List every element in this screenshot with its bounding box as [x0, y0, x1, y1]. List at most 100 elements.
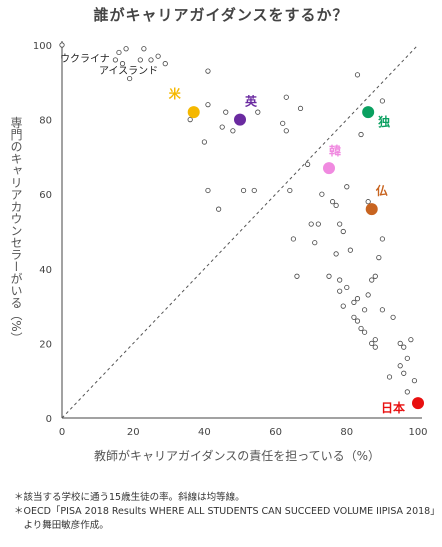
data-point	[223, 109, 229, 115]
data-point	[408, 337, 414, 343]
data-point	[219, 124, 225, 130]
data-point	[379, 236, 385, 242]
data-point	[344, 184, 350, 190]
data-point	[116, 49, 122, 56]
x-tick-label: 20	[127, 427, 140, 438]
data-point	[351, 314, 357, 320]
data-point	[354, 296, 361, 302]
data-point	[397, 363, 403, 369]
highlight-label: 独	[377, 114, 390, 129]
data-point	[372, 344, 378, 350]
data-point	[137, 57, 143, 63]
data-point	[365, 199, 371, 205]
chart-title: 誰がキャリアガイダンスをするか？	[93, 6, 349, 24]
data-point	[255, 109, 261, 115]
data-point	[123, 46, 129, 52]
x-tick-label: 80	[340, 427, 353, 438]
data-point	[283, 94, 289, 100]
data-point	[187, 117, 193, 123]
data-point	[401, 370, 407, 376]
x-tick-label: 0	[59, 427, 65, 438]
highlight-point	[323, 162, 335, 175]
data-point	[358, 325, 364, 332]
data-point	[401, 344, 407, 350]
highlight-point	[187, 106, 200, 119]
data-point	[162, 61, 168, 67]
x-tick-label: 60	[269, 427, 282, 438]
y-tick-label: 0	[46, 414, 52, 425]
x-tick-label: 100	[408, 427, 427, 438]
data-point	[294, 273, 300, 279]
highlight-point	[362, 106, 375, 119]
data-point	[155, 53, 161, 59]
y-tick-label: 80	[39, 116, 52, 127]
data-point	[283, 128, 289, 134]
data-point	[251, 187, 257, 194]
data-point	[379, 307, 385, 313]
data-point	[326, 273, 332, 279]
data-point	[354, 318, 361, 324]
data-point	[337, 221, 343, 227]
data-point	[337, 277, 343, 283]
data-point	[216, 206, 222, 212]
data-point	[404, 389, 410, 395]
data-point	[308, 221, 314, 227]
data-point	[344, 284, 350, 291]
footnote-3: より舞田敏彦作成。	[14, 520, 109, 531]
data-point	[404, 355, 410, 361]
data-point	[112, 57, 119, 63]
footnotes: ＊該当する学校に通う15歳生徒の率。斜線は均等線。 ＊OECD「PISA 201…	[14, 491, 440, 533]
data-point	[329, 199, 336, 205]
data-point	[287, 187, 293, 194]
data-point	[280, 120, 286, 126]
data-point	[230, 128, 236, 134]
data-point	[390, 314, 396, 320]
data-point	[333, 202, 339, 208]
highlight-label: 日本	[381, 400, 405, 415]
plot-area: 0 20 40 60 80 100 0 20 40 60 80 100 ウクライナアイスランド米英独韓仏…	[33, 41, 428, 438]
data-point	[315, 221, 321, 227]
data-point	[386, 374, 393, 380]
y-tick-label: 100	[33, 41, 52, 52]
data-point	[361, 329, 368, 335]
y-tick-label: 60	[39, 190, 52, 201]
data-point	[119, 61, 126, 67]
highlight-label: 韓	[329, 143, 341, 158]
highlight-label: 仏	[376, 184, 388, 198]
data-point	[319, 191, 325, 197]
footnote-1: ＊該当する学校に通う15歳生徒の率。斜線は均等線。	[14, 492, 245, 503]
highlight-point	[234, 113, 246, 126]
data-point	[333, 251, 339, 257]
y-axis-label-group: 専門のキャリアカウンセラーがいる（%）	[9, 116, 23, 344]
data-point	[361, 307, 368, 313]
data-point	[376, 255, 382, 261]
data-point	[369, 340, 375, 346]
data-point	[205, 187, 211, 194]
data-point	[358, 131, 364, 138]
highlight-label: 米	[169, 86, 182, 101]
data-point	[205, 68, 211, 74]
data-point	[297, 105, 304, 112]
data-point	[354, 72, 361, 78]
data-point	[312, 240, 318, 246]
data-point	[340, 303, 346, 309]
y-axis-label: 専門のキャリアカウンセラーがいる（%）	[9, 116, 23, 344]
y-tick-label: 40	[39, 265, 52, 276]
data-point	[372, 337, 378, 343]
data-point	[340, 228, 346, 235]
data-point	[365, 292, 371, 298]
y-tick-label: 20	[39, 339, 52, 350]
data-point	[397, 340, 403, 346]
data-point	[305, 161, 311, 167]
data-point	[347, 247, 353, 253]
data-point	[127, 75, 133, 82]
data-point	[369, 277, 375, 283]
data-point	[411, 378, 418, 384]
data-point	[205, 102, 211, 108]
data-point	[201, 139, 207, 145]
annotation-iceland: アイスランド	[99, 65, 158, 77]
data-point	[240, 187, 247, 194]
data-point	[141, 46, 147, 52]
data-point	[379, 98, 385, 104]
